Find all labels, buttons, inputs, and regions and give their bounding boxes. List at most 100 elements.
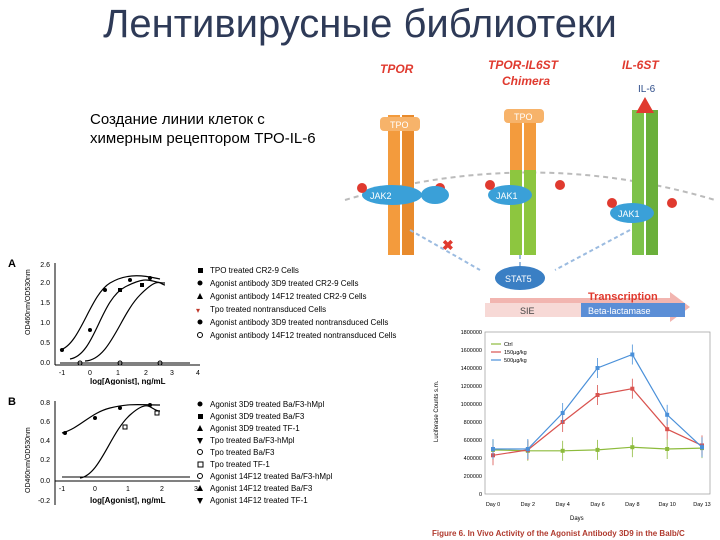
panel-b-point: [118, 406, 122, 410]
panel-a-point: [140, 283, 144, 287]
vivo-ytick: 1000000: [461, 402, 482, 408]
phospho-dot: [667, 198, 677, 208]
in-vivo-chart: Luciferase Counts s.m. Days Figure 6. In…: [432, 330, 711, 538]
panel-a-curve-14f12: [84, 281, 166, 362]
jak1-label-1: JAK1: [496, 191, 518, 201]
stat5: [495, 266, 545, 290]
il6st-chain-right: [646, 110, 658, 255]
legend-marker: [197, 438, 203, 444]
sie-box: [485, 303, 581, 317]
tpo-ligand-2: [504, 109, 544, 123]
panel-b-legend-item: Agonist 3D9 treated Ba/F3: [210, 412, 305, 421]
vivo-ytick: 1600000: [461, 348, 482, 354]
label-tpor-il6st: TPOR-IL6ST: [488, 58, 560, 72]
panel-b: B OD460nm/OD530nm 0.8 0.6 0.4 0.2 0.0 -0…: [8, 396, 333, 505]
legend-marker: [198, 268, 203, 273]
vivo-point: [595, 447, 600, 452]
il6-label: IL-6: [638, 84, 656, 95]
panel-a-xtick: -1: [59, 370, 65, 377]
legend-marker: [197, 498, 203, 504]
panel-a-legend-item: Agonist antibody 3D9 treated nontransduc…: [210, 318, 388, 327]
panel-b-ytick: 0.6: [40, 419, 50, 426]
legend-marker: [197, 293, 203, 299]
vivo-xtick: Day 0: [486, 502, 500, 508]
vivo-plot-frame: [484, 331, 711, 495]
tpo-label-2: TPO: [514, 112, 533, 122]
panel-b-ytick: 0.2: [40, 457, 50, 464]
arrow-to-stat-2: [554, 229, 631, 271]
legend-marker: [197, 461, 204, 468]
panel-a-point: [60, 348, 64, 352]
stat5-label: STAT5: [505, 274, 532, 284]
panel-b-point: [93, 416, 97, 420]
panel-b-point: [63, 431, 67, 435]
vivo-ylabel: Luciferase Counts s.m.: [434, 380, 440, 442]
panel-a-ytick: 2.0: [40, 280, 50, 287]
panel-b-xtick: 0: [93, 486, 97, 493]
vivo-ytick: 400000: [464, 456, 482, 462]
vivo-xtick: Day 10: [658, 502, 675, 508]
jak2-label: JAK2: [370, 191, 392, 201]
legend-marker: [197, 449, 203, 455]
panel-b-legend-item: Agonist 14F12 treated Ba/F3-hMpl: [210, 472, 333, 481]
panel-a-legend-item: Tpo treated nontransduced Cells: [210, 305, 326, 314]
panel-b-xtick: -1: [59, 486, 65, 493]
receptor-diagram: TPOR TPOR-IL6ST Chimera IL-6ST TPO JAK2 …: [344, 58, 716, 322]
vivo-point: [630, 352, 635, 357]
panel-a-xtick: 1: [116, 370, 120, 377]
panel-a-ytick: 1.5: [40, 300, 50, 307]
transcription-label: Transcription: [588, 291, 658, 303]
panel-a-point: [117, 360, 123, 366]
vivo-ytick: 800000: [464, 420, 482, 426]
panel-b-curve-1: [61, 404, 161, 434]
phospho-dot: [607, 198, 617, 208]
panel-a-legend-item: Agonist antibody 3D9 treated CR2-9 Cells: [210, 279, 359, 288]
panel-a-point: [128, 278, 132, 282]
legend-marker: [197, 401, 203, 407]
reporter-box: [581, 303, 685, 317]
vivo-point: [560, 448, 565, 453]
panel-a-ytick: 0.0: [40, 360, 50, 367]
il6st-chain-left: [632, 110, 644, 255]
tpo-ligand: [380, 117, 420, 131]
panel-b-legend-item: Agonist 3D9 treated TF-1: [210, 424, 300, 433]
panel-a-point: [77, 360, 83, 366]
jak1-kinase: [488, 185, 532, 205]
panel-a-letter: A: [8, 258, 16, 270]
panel-b-letter: B: [8, 396, 16, 408]
slide-subtitle: Создание линии клеток с химерным рецепто…: [90, 111, 316, 147]
panel-a-xlabel: log[Agonist], ng/mL: [90, 377, 166, 385]
vivo-point: [700, 445, 704, 450]
panel-a-ytick: 2.6: [40, 262, 50, 269]
tpor-chain-right: [402, 115, 414, 255]
legend-marker: ▾: [196, 306, 200, 315]
legend-marker: [197, 485, 203, 491]
vivo-point: [491, 447, 495, 451]
panel-b-ytick: 0.0: [40, 478, 50, 485]
panel-b-point: [148, 403, 152, 407]
panel-a-point: [88, 328, 92, 332]
vivo-xtick: Day 2: [521, 502, 535, 508]
vivo-ytick: 600000: [464, 438, 482, 444]
panel-b-curve-2: [79, 405, 161, 479]
panel-a-legend-item: Agonist antibody 14F12 treated CR2-9 Cel…: [210, 292, 367, 301]
reporter-label: Beta-lactamase: [588, 306, 651, 316]
membrane-line: [344, 171, 716, 201]
sie-label: SIE: [520, 306, 535, 316]
panel-b-xtick: 2: [160, 486, 164, 493]
panel-a-point: [148, 276, 152, 280]
vivo-point: [595, 366, 600, 370]
vivo-point: [665, 427, 670, 432]
panel-a-xtick: 0: [88, 370, 92, 377]
panel-a-ylabel: OD460nm/OD530nm: [25, 269, 32, 335]
legend-marker: [198, 414, 203, 419]
vivo-ytick: 200000: [464, 474, 482, 480]
panel-b-ytick: -0.2: [38, 498, 50, 505]
panel-b-legend-item: Agonist 14F12 treated TF-1: [210, 496, 308, 505]
vivo-legend-label: 150µg/kg: [504, 350, 527, 356]
vivo-ytick: 1400000: [461, 366, 482, 372]
label-chimera: Chimera: [502, 74, 550, 88]
vivo-point: [560, 411, 565, 415]
legend-marker: [197, 319, 203, 325]
vivo-point: [665, 447, 670, 451]
